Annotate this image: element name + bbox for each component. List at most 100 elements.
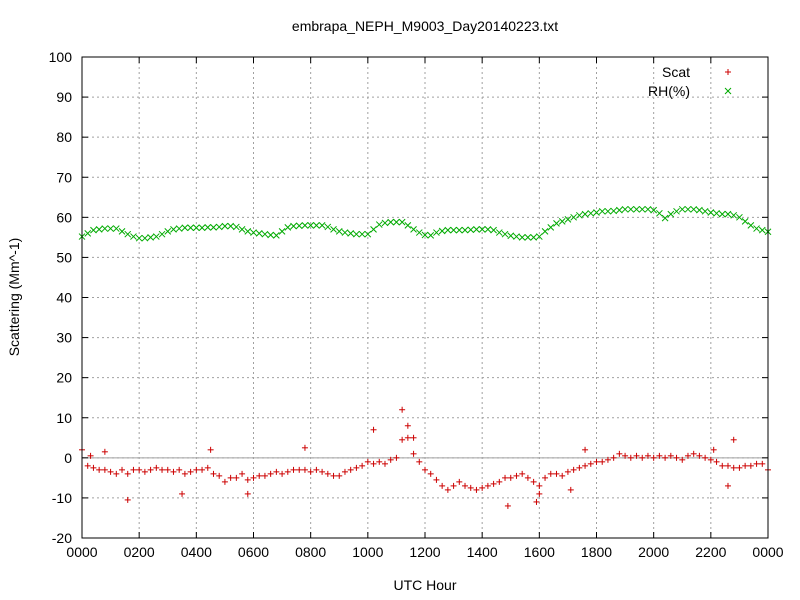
marker-stroke [307, 221, 315, 229]
data-point [495, 229, 503, 236]
marker-stroke [736, 213, 743, 221]
data-point [370, 426, 377, 433]
marker-stroke [404, 221, 412, 229]
data-point [330, 472, 337, 479]
data-point [387, 218, 395, 226]
data-point [215, 223, 223, 231]
data-point [199, 466, 206, 473]
data-point [478, 226, 486, 233]
data-series [78, 205, 772, 509]
data-point [736, 464, 743, 471]
marker-stroke [164, 228, 172, 235]
marker-stroke [170, 226, 177, 233]
marker-stroke [758, 226, 766, 234]
data-point [307, 468, 314, 475]
data-point [96, 466, 103, 473]
data-point [341, 468, 348, 475]
data-point [507, 474, 514, 481]
data-point [207, 446, 214, 453]
marker-stroke [530, 234, 537, 241]
data-point [221, 222, 229, 230]
data-point [284, 468, 291, 475]
data-point [113, 470, 120, 477]
data-point [101, 466, 108, 473]
data-point [84, 462, 91, 469]
data-point [616, 450, 623, 457]
data-point [730, 436, 737, 443]
data-point [496, 478, 503, 485]
marker-stroke [118, 228, 126, 235]
data-point [702, 454, 709, 461]
marker-stroke [707, 209, 715, 216]
data-point [84, 230, 92, 237]
data-point [101, 225, 109, 232]
marker-stroke [141, 234, 149, 242]
data-point [313, 466, 320, 473]
data-point [381, 460, 388, 467]
data-point [582, 446, 589, 453]
data-point [621, 205, 629, 213]
data-point [741, 217, 749, 225]
data-point [119, 466, 126, 473]
data-point [724, 482, 731, 489]
data-point [232, 223, 240, 231]
x-tick-label: 2200 [695, 544, 726, 560]
marker-stroke [616, 206, 623, 214]
marker-stroke [112, 225, 120, 232]
data-point [164, 466, 171, 473]
data-point [713, 458, 720, 465]
data-point [250, 474, 257, 481]
marker-stroke [627, 205, 635, 213]
marker-stroke [513, 233, 520, 240]
data-point [261, 230, 269, 238]
y-tick-label: 10 [56, 410, 72, 426]
data-point [233, 474, 240, 481]
data-point [536, 482, 543, 489]
marker-stroke [375, 221, 383, 228]
data-point [456, 478, 463, 485]
marker-stroke [130, 233, 137, 240]
data-point [639, 454, 646, 461]
data-point [227, 474, 234, 481]
data-point [627, 205, 635, 213]
data-point [250, 229, 257, 236]
data-point [95, 226, 103, 233]
legend-marker-scat [725, 69, 731, 75]
data-point [564, 215, 572, 223]
marker-stroke [192, 224, 200, 232]
marker-stroke [524, 234, 532, 241]
data-point [564, 468, 571, 475]
data-point [724, 210, 732, 218]
marker-stroke [152, 233, 160, 240]
data-point [404, 221, 412, 229]
data-point [650, 454, 657, 461]
data-point [461, 226, 469, 234]
marker-stroke [267, 231, 275, 239]
marker-stroke [330, 226, 337, 233]
data-point [519, 470, 526, 477]
series-scat [79, 406, 771, 509]
marker-stroke [541, 228, 549, 235]
data-point [427, 232, 435, 239]
x-tick-label: 0200 [124, 544, 155, 560]
data-point [707, 456, 714, 463]
marker-stroke [198, 224, 206, 232]
marker-stroke [95, 226, 103, 233]
data-point [450, 226, 457, 234]
data-point [410, 434, 417, 441]
data-point [118, 228, 126, 235]
data-point [124, 470, 131, 477]
data-point [295, 222, 303, 230]
data-point [227, 222, 234, 230]
data-point [553, 219, 560, 227]
marker-stroke [238, 226, 246, 233]
data-point [650, 206, 658, 214]
data-point [667, 210, 675, 218]
data-point [444, 226, 452, 234]
marker-stroke [324, 223, 332, 231]
data-point [484, 482, 491, 489]
data-point [364, 230, 372, 238]
data-point [90, 464, 97, 471]
data-point [662, 454, 669, 461]
